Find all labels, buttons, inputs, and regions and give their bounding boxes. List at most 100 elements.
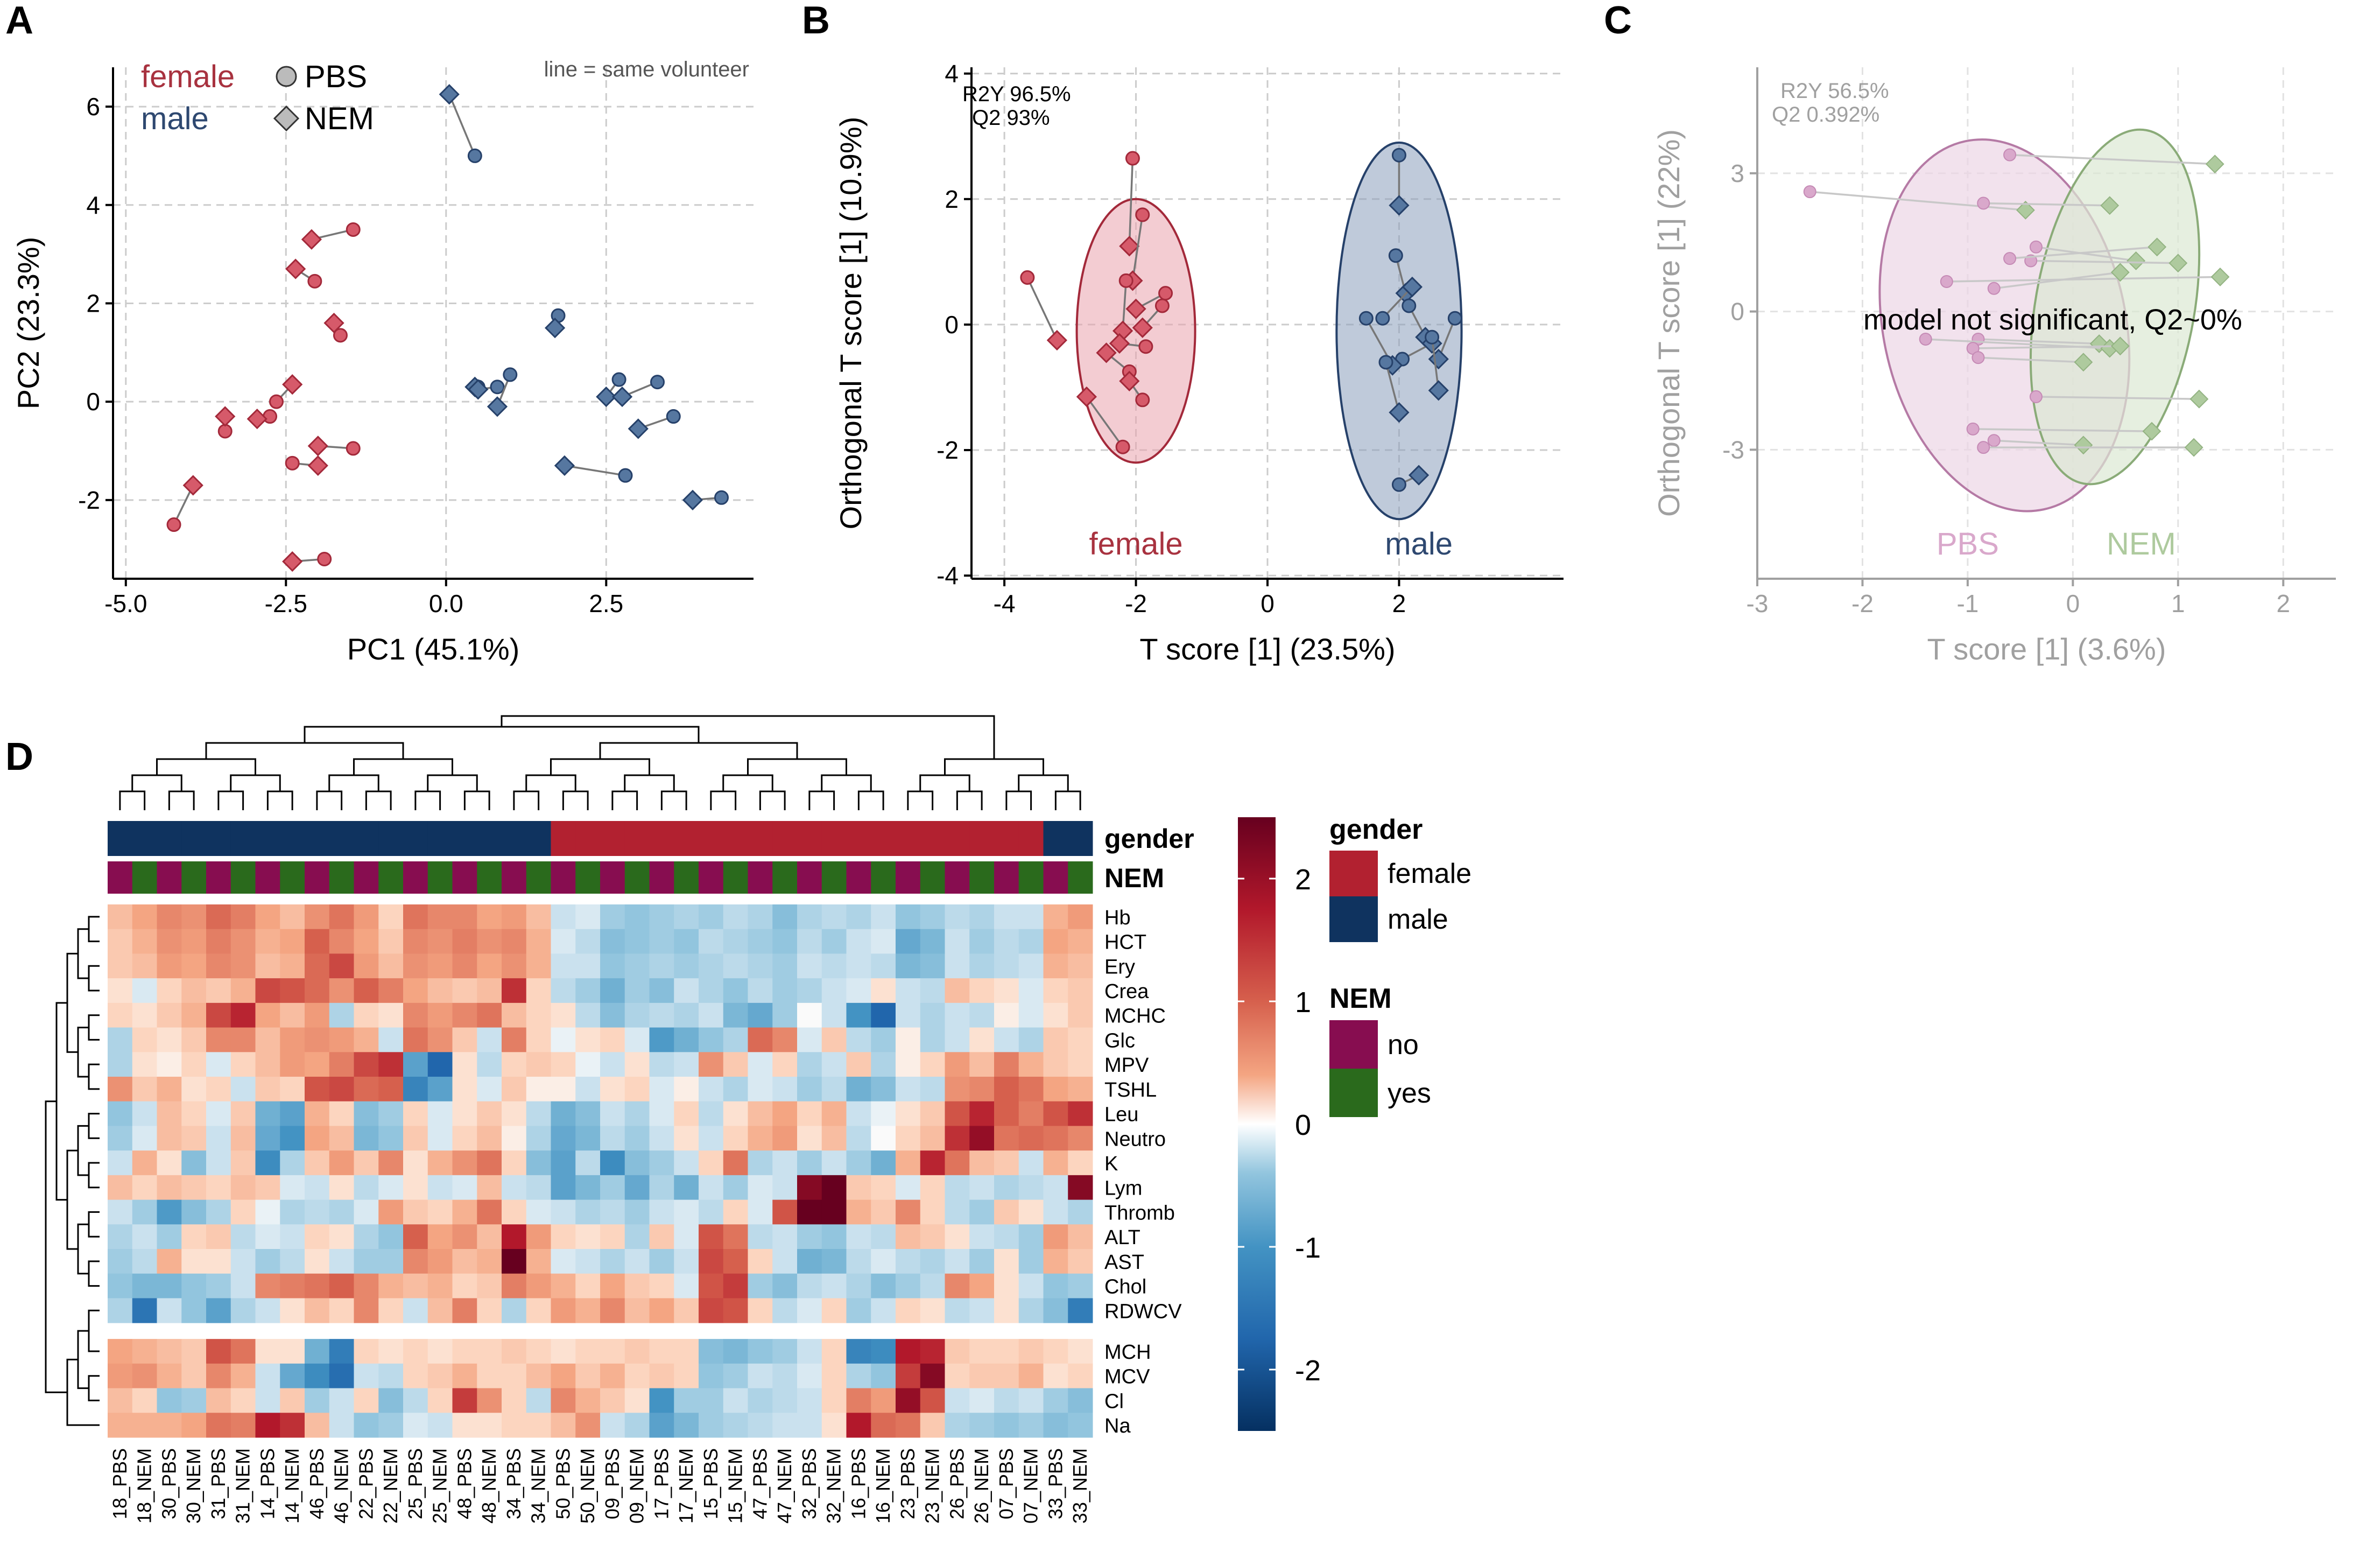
heatmap-cell <box>230 1339 256 1364</box>
heatmap-cell <box>699 929 724 954</box>
heatmap-cell <box>575 1027 601 1052</box>
heatmap-cell <box>403 1298 428 1323</box>
point-nem <box>2168 254 2188 273</box>
heatmap-cell <box>427 953 453 979</box>
heatmap-cell <box>600 1339 625 1364</box>
heatmap-cell <box>797 1077 822 1102</box>
heatmap-cell <box>699 1101 724 1126</box>
heatmap-cell <box>280 1002 305 1028</box>
heatmap-cell <box>871 929 896 954</box>
heatmap-cell <box>378 1175 404 1201</box>
heatmap-cell <box>945 1052 970 1077</box>
heatmap-cell <box>157 1363 182 1389</box>
column-label: 18_PBS <box>109 1448 131 1519</box>
point-pbs <box>1402 298 1417 313</box>
heatmap-cell <box>255 1052 280 1077</box>
heatmap-cell <box>896 1298 921 1323</box>
heatmap-cell <box>378 1077 404 1102</box>
heatmap-cell <box>255 1363 280 1389</box>
heatmap-cell <box>896 978 921 1003</box>
heatmap-cell <box>723 1224 748 1250</box>
heatmap-cell <box>674 1101 699 1126</box>
dendrogram-branch <box>599 742 798 759</box>
heatmap-cell <box>1043 1077 1068 1102</box>
heatmap-cell <box>969 929 995 954</box>
point-nem <box>628 418 649 439</box>
heatmap-cell <box>206 1388 231 1413</box>
heatmap-cell <box>699 1002 724 1028</box>
column-label: 25_NEM <box>429 1448 451 1524</box>
nem-cell <box>945 861 970 894</box>
heatmap-cell <box>896 1052 921 1077</box>
heatmap-cell <box>206 1273 231 1299</box>
heatmap-cell <box>699 978 724 1003</box>
heatmap-cell <box>624 1273 650 1299</box>
column-label: 17_PBS <box>650 1448 672 1519</box>
dendrogram-branch <box>88 1211 100 1238</box>
heatmap-cell <box>1068 1224 1093 1250</box>
heatmap-cell <box>624 1077 650 1102</box>
dendrogram-branch <box>156 758 256 775</box>
heatmap-cell <box>772 1101 798 1126</box>
heatmap-cell <box>797 904 822 930</box>
gender-cell <box>699 821 724 856</box>
point-nem <box>2147 237 2167 257</box>
heatmap-cell <box>1068 1413 1093 1438</box>
heatmap-cell <box>403 1413 428 1438</box>
point-pbs <box>467 148 482 163</box>
dendrogram-branch <box>759 790 786 810</box>
annotation-r2y: R2Y 56.5% <box>1780 79 1889 103</box>
heatmap-cell <box>994 1224 1019 1250</box>
heatmap-cell <box>305 1150 330 1176</box>
colorbar-tick-label: 1 <box>1295 986 1311 1019</box>
heatmap-cell <box>452 953 477 979</box>
heatmap-cell <box>945 978 970 1003</box>
heatmap-cell <box>600 1413 625 1438</box>
heatmap-cell <box>230 929 256 954</box>
heatmap-cell <box>551 953 576 979</box>
heatmap-cell <box>920 1224 945 1250</box>
heatmap-cell <box>575 1002 601 1028</box>
heatmap-cell <box>1043 1150 1068 1176</box>
y-tick-label: -3 <box>1722 436 1744 464</box>
heatmap-cell <box>945 1298 970 1323</box>
heatmap-cell <box>1043 953 1068 979</box>
legend-pbs-symbol <box>276 66 297 87</box>
point-nem <box>1119 236 1140 257</box>
column-label: 22_NEM <box>379 1448 402 1524</box>
heatmap-cell <box>1068 1249 1093 1274</box>
heatmap-cell <box>1043 1175 1068 1201</box>
heatmap-cell <box>797 953 822 979</box>
heatmap-cell <box>748 1101 773 1126</box>
x-axis-title: T score [1] (3.6%) <box>1927 632 2166 666</box>
heatmap-cell <box>206 1027 231 1052</box>
heatmap-cell <box>477 1150 502 1176</box>
heatmap-cell <box>896 1413 921 1438</box>
point-nem <box>468 379 489 400</box>
heatmap-cell <box>674 1126 699 1151</box>
dendrogram-branch <box>956 790 983 810</box>
heatmap-cell <box>378 1126 404 1151</box>
heatmap-cell <box>280 1298 305 1323</box>
heatmap-cell <box>772 1175 798 1201</box>
dendrogram-branch <box>168 790 195 810</box>
nem-cell <box>206 861 231 894</box>
legend-male: male <box>141 101 209 136</box>
heatmap-cell <box>896 1175 921 1201</box>
heatmap-cell <box>427 1101 453 1126</box>
x-tick-label: -2 <box>1851 589 1874 617</box>
gender-cell <box>280 821 305 856</box>
heatmap-cell <box>477 953 502 979</box>
heatmap-cell <box>526 1175 551 1201</box>
heatmap-cell <box>477 1249 502 1274</box>
y-axis-title: PC2 (23.3%) <box>11 237 45 410</box>
heatmap-cell <box>624 1249 650 1274</box>
heatmap-cell <box>132 1413 157 1438</box>
panel-a-pca: -5.0 -2.5 0.0 2.5 -2 0 2 4 6 PC1 (45.1%) PC2 (23.3… <box>11 58 754 666</box>
heatmap-cell <box>674 1027 699 1052</box>
column-label: 32_PBS <box>798 1448 820 1519</box>
group-label-nem: NEM <box>2107 527 2176 562</box>
heatmap-cell <box>502 1413 527 1438</box>
dendrogram-branch <box>562 790 589 810</box>
heatmap-cell <box>575 1363 601 1389</box>
